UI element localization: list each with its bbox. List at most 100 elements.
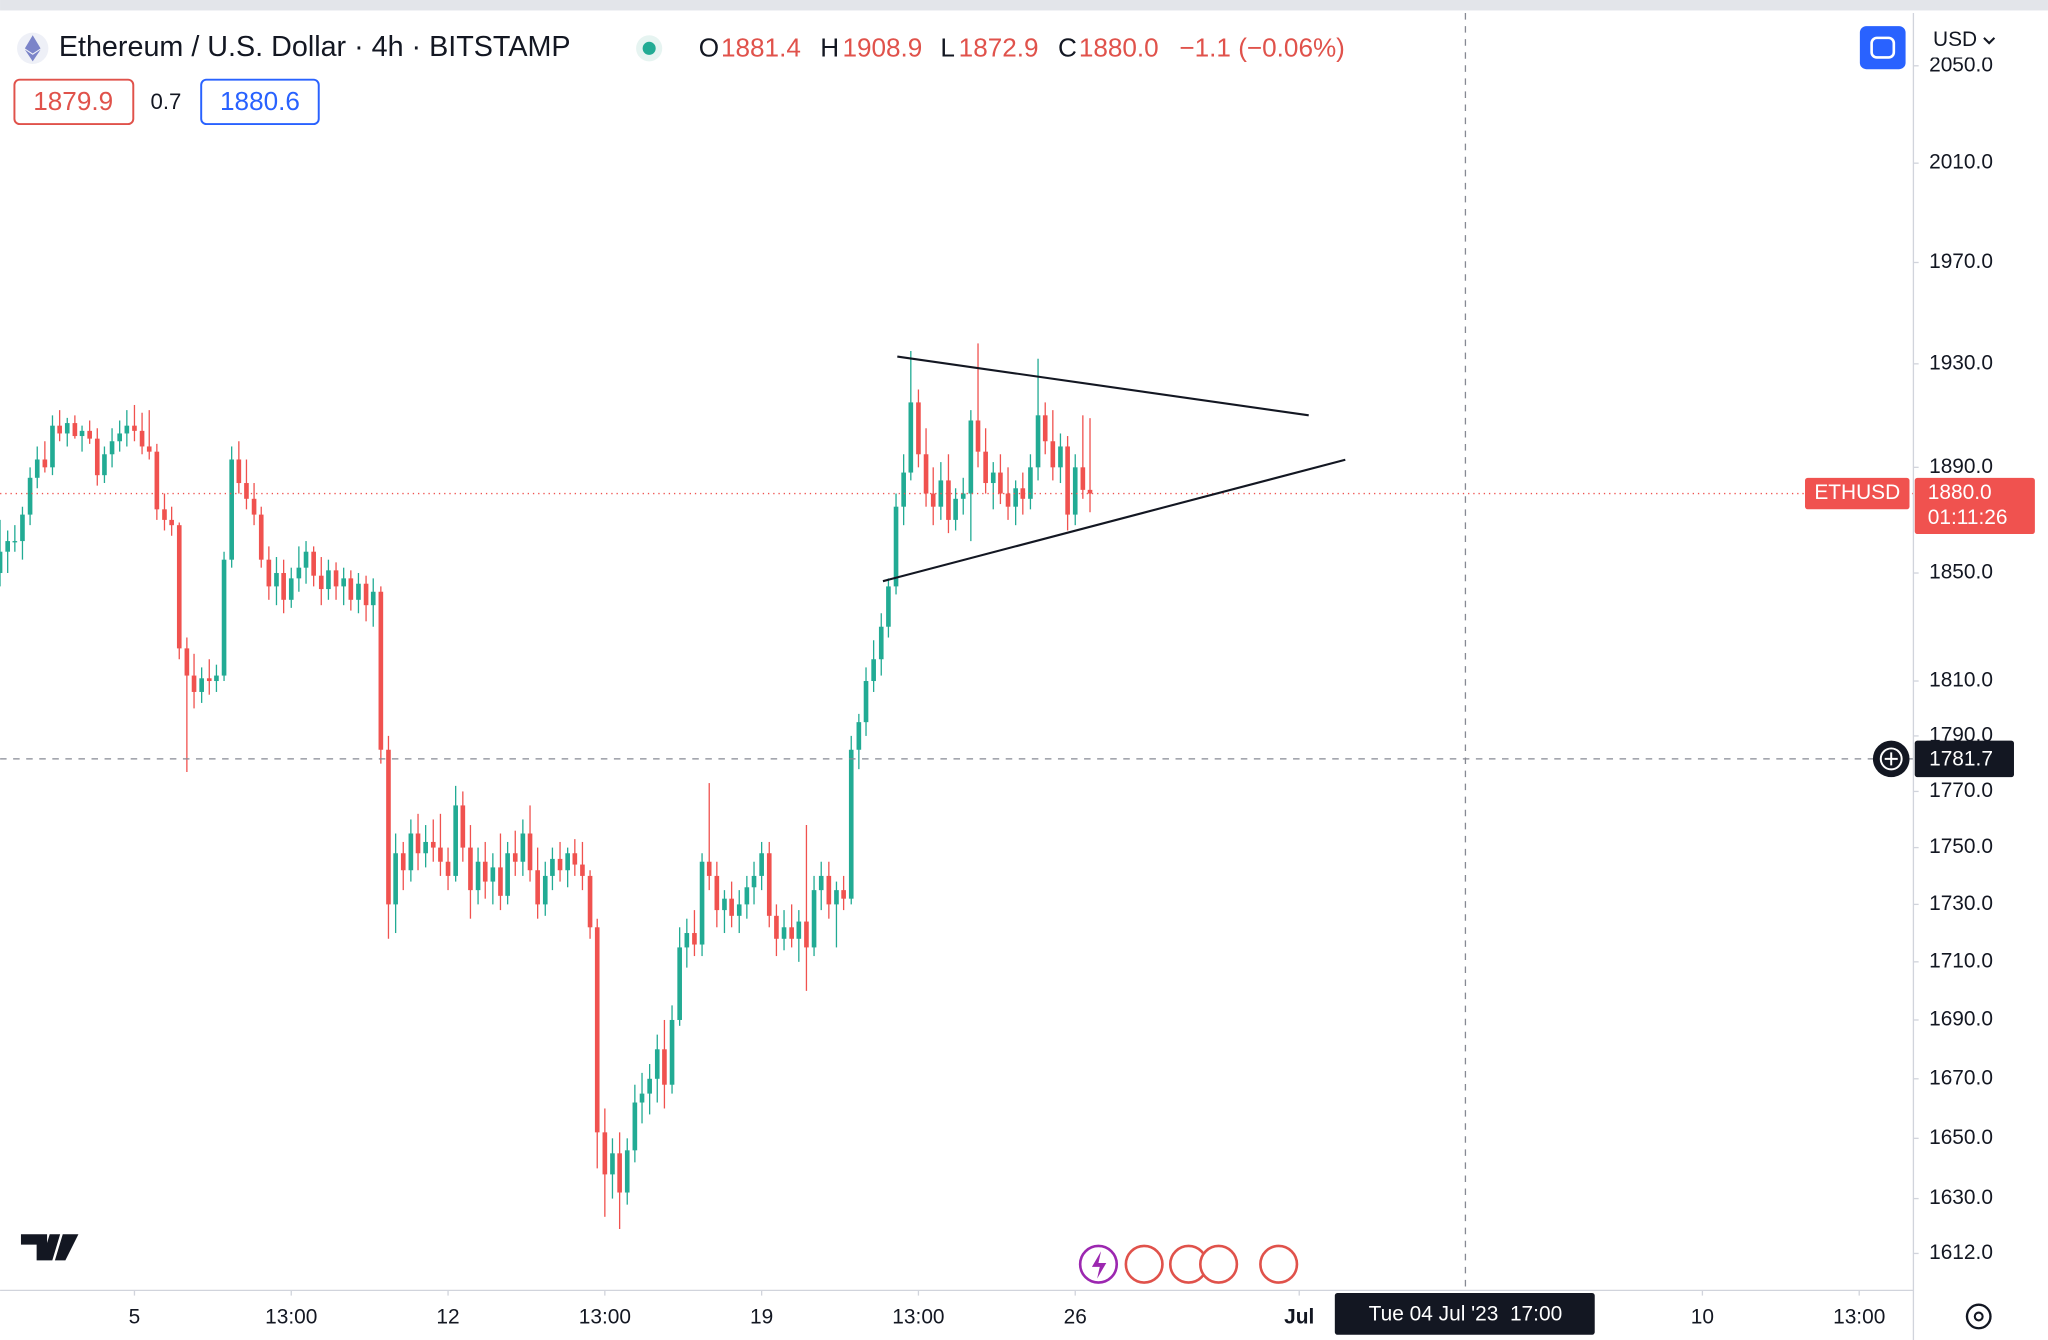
candle-body xyxy=(363,583,369,606)
event-glyph xyxy=(1091,1251,1107,1279)
candle-body xyxy=(1005,493,1011,507)
candle-body xyxy=(244,483,249,499)
x-tick-label: 13:00 xyxy=(265,1305,317,1328)
candle-body xyxy=(341,578,346,587)
symbol-title[interactable]: Ethereum / U.S. Dollar · 4h · BITSTAMP xyxy=(59,31,571,63)
candle-body xyxy=(400,853,406,871)
plot-area xyxy=(0,13,1914,1291)
candle-body xyxy=(5,541,10,552)
candle-body xyxy=(57,425,62,434)
candle-body xyxy=(1058,446,1063,468)
candle-body xyxy=(460,805,466,848)
candle-body xyxy=(968,420,974,494)
candle-body xyxy=(79,430,85,437)
candle-body xyxy=(1065,446,1070,515)
crosshair-time-label: Tue 04 Jul '23 17:00 xyxy=(1369,1303,1563,1326)
candle-body xyxy=(1050,441,1056,468)
candle-body xyxy=(1087,489,1093,494)
tradingview-logo[interactable] xyxy=(20,1234,79,1261)
candle-body xyxy=(908,402,914,473)
candle-body xyxy=(303,551,309,568)
candle-body xyxy=(408,833,414,871)
candle-body xyxy=(706,861,712,876)
candle-body xyxy=(191,675,197,692)
sell-button[interactable] xyxy=(13,78,135,126)
candle-body xyxy=(610,1153,615,1175)
candle-body xyxy=(258,514,264,560)
buy-button[interactable] xyxy=(200,78,320,126)
y-tick-label: 1750.0 xyxy=(1929,835,1993,858)
candle-body xyxy=(117,433,122,442)
candle-body xyxy=(296,567,302,579)
x-tick-label: 13:00 xyxy=(1833,1305,1885,1328)
candle-body xyxy=(281,573,286,600)
symbol-label: ETHUSD xyxy=(1814,481,1900,504)
candle-body xyxy=(714,875,720,911)
y-tick-label: 1650.0 xyxy=(1929,1126,1993,1149)
candle-body xyxy=(975,420,981,452)
candle-body xyxy=(699,861,705,945)
settings-button[interactable] xyxy=(1965,1303,1992,1330)
fullscreen-button[interactable] xyxy=(1859,26,1906,70)
currency-chevron xyxy=(1983,37,1996,45)
candle-body xyxy=(998,472,1003,494)
candle-body xyxy=(617,1153,622,1193)
candle-body xyxy=(505,853,510,896)
ohlc-key: O xyxy=(699,33,719,63)
candle-body xyxy=(124,425,130,434)
candle-body xyxy=(960,493,966,499)
ohlc-value: 1880.0 xyxy=(1079,33,1159,63)
candle-body xyxy=(550,858,555,876)
candle-body xyxy=(64,423,70,434)
candle-body xyxy=(1072,467,1078,515)
candle-body xyxy=(206,678,212,682)
candle-body xyxy=(386,749,391,905)
crosshair-price-bg xyxy=(1914,740,2014,778)
candle-body xyxy=(438,847,443,862)
y-tick-label: 1710.0 xyxy=(1929,949,1993,972)
candle-body xyxy=(370,591,376,606)
candle-body xyxy=(804,921,809,948)
candle-body xyxy=(826,875,832,905)
candle-body xyxy=(565,853,570,871)
axes: 2050.0 2010.0 1970.0 1930.0 1890.0 1850.0 1810… xyxy=(129,53,1993,1328)
y-tick-label: 1670.0 xyxy=(1929,1066,1993,1089)
candle-body xyxy=(288,578,294,600)
currency-button[interactable]: USD xyxy=(1933,28,1977,51)
event-icon[interactable] xyxy=(1124,1244,1164,1284)
candle-body xyxy=(333,570,339,587)
candle-body xyxy=(766,853,772,916)
event-icon[interactable] xyxy=(1259,1244,1299,1284)
candle-body xyxy=(512,853,518,862)
candle-body xyxy=(594,927,600,1133)
top-bar xyxy=(0,0,2048,11)
candle-body xyxy=(856,722,862,750)
add-alert-icon xyxy=(1879,747,1903,771)
candle-body xyxy=(834,890,839,905)
crosshair-time-bg xyxy=(1334,1292,1595,1335)
candle-body xyxy=(311,551,316,576)
candle-body xyxy=(236,459,242,484)
event-icon[interactable] xyxy=(1199,1244,1239,1284)
candle-body xyxy=(445,861,451,876)
candle-body xyxy=(759,853,764,876)
candle-body xyxy=(818,875,824,891)
bid-price: 1879.9 xyxy=(33,86,113,116)
candle-body xyxy=(378,591,384,750)
candle-body xyxy=(20,514,25,542)
candle-body xyxy=(214,675,219,682)
y-tick-label: 1810.0 xyxy=(1929,669,1993,692)
candle-body xyxy=(923,454,929,494)
candle-body xyxy=(632,1102,638,1151)
ask-price: 1880.6 xyxy=(220,86,300,116)
candle-body xyxy=(953,498,958,520)
ohlc-value: 1908.9 xyxy=(842,33,922,63)
ohlc-value: 1881.4 xyxy=(721,33,801,63)
candle-body xyxy=(557,858,563,871)
y-tick-label: 2010.0 xyxy=(1929,151,1993,174)
candle-body xyxy=(72,423,78,437)
candle-body xyxy=(109,441,115,455)
candle-body xyxy=(871,659,876,682)
